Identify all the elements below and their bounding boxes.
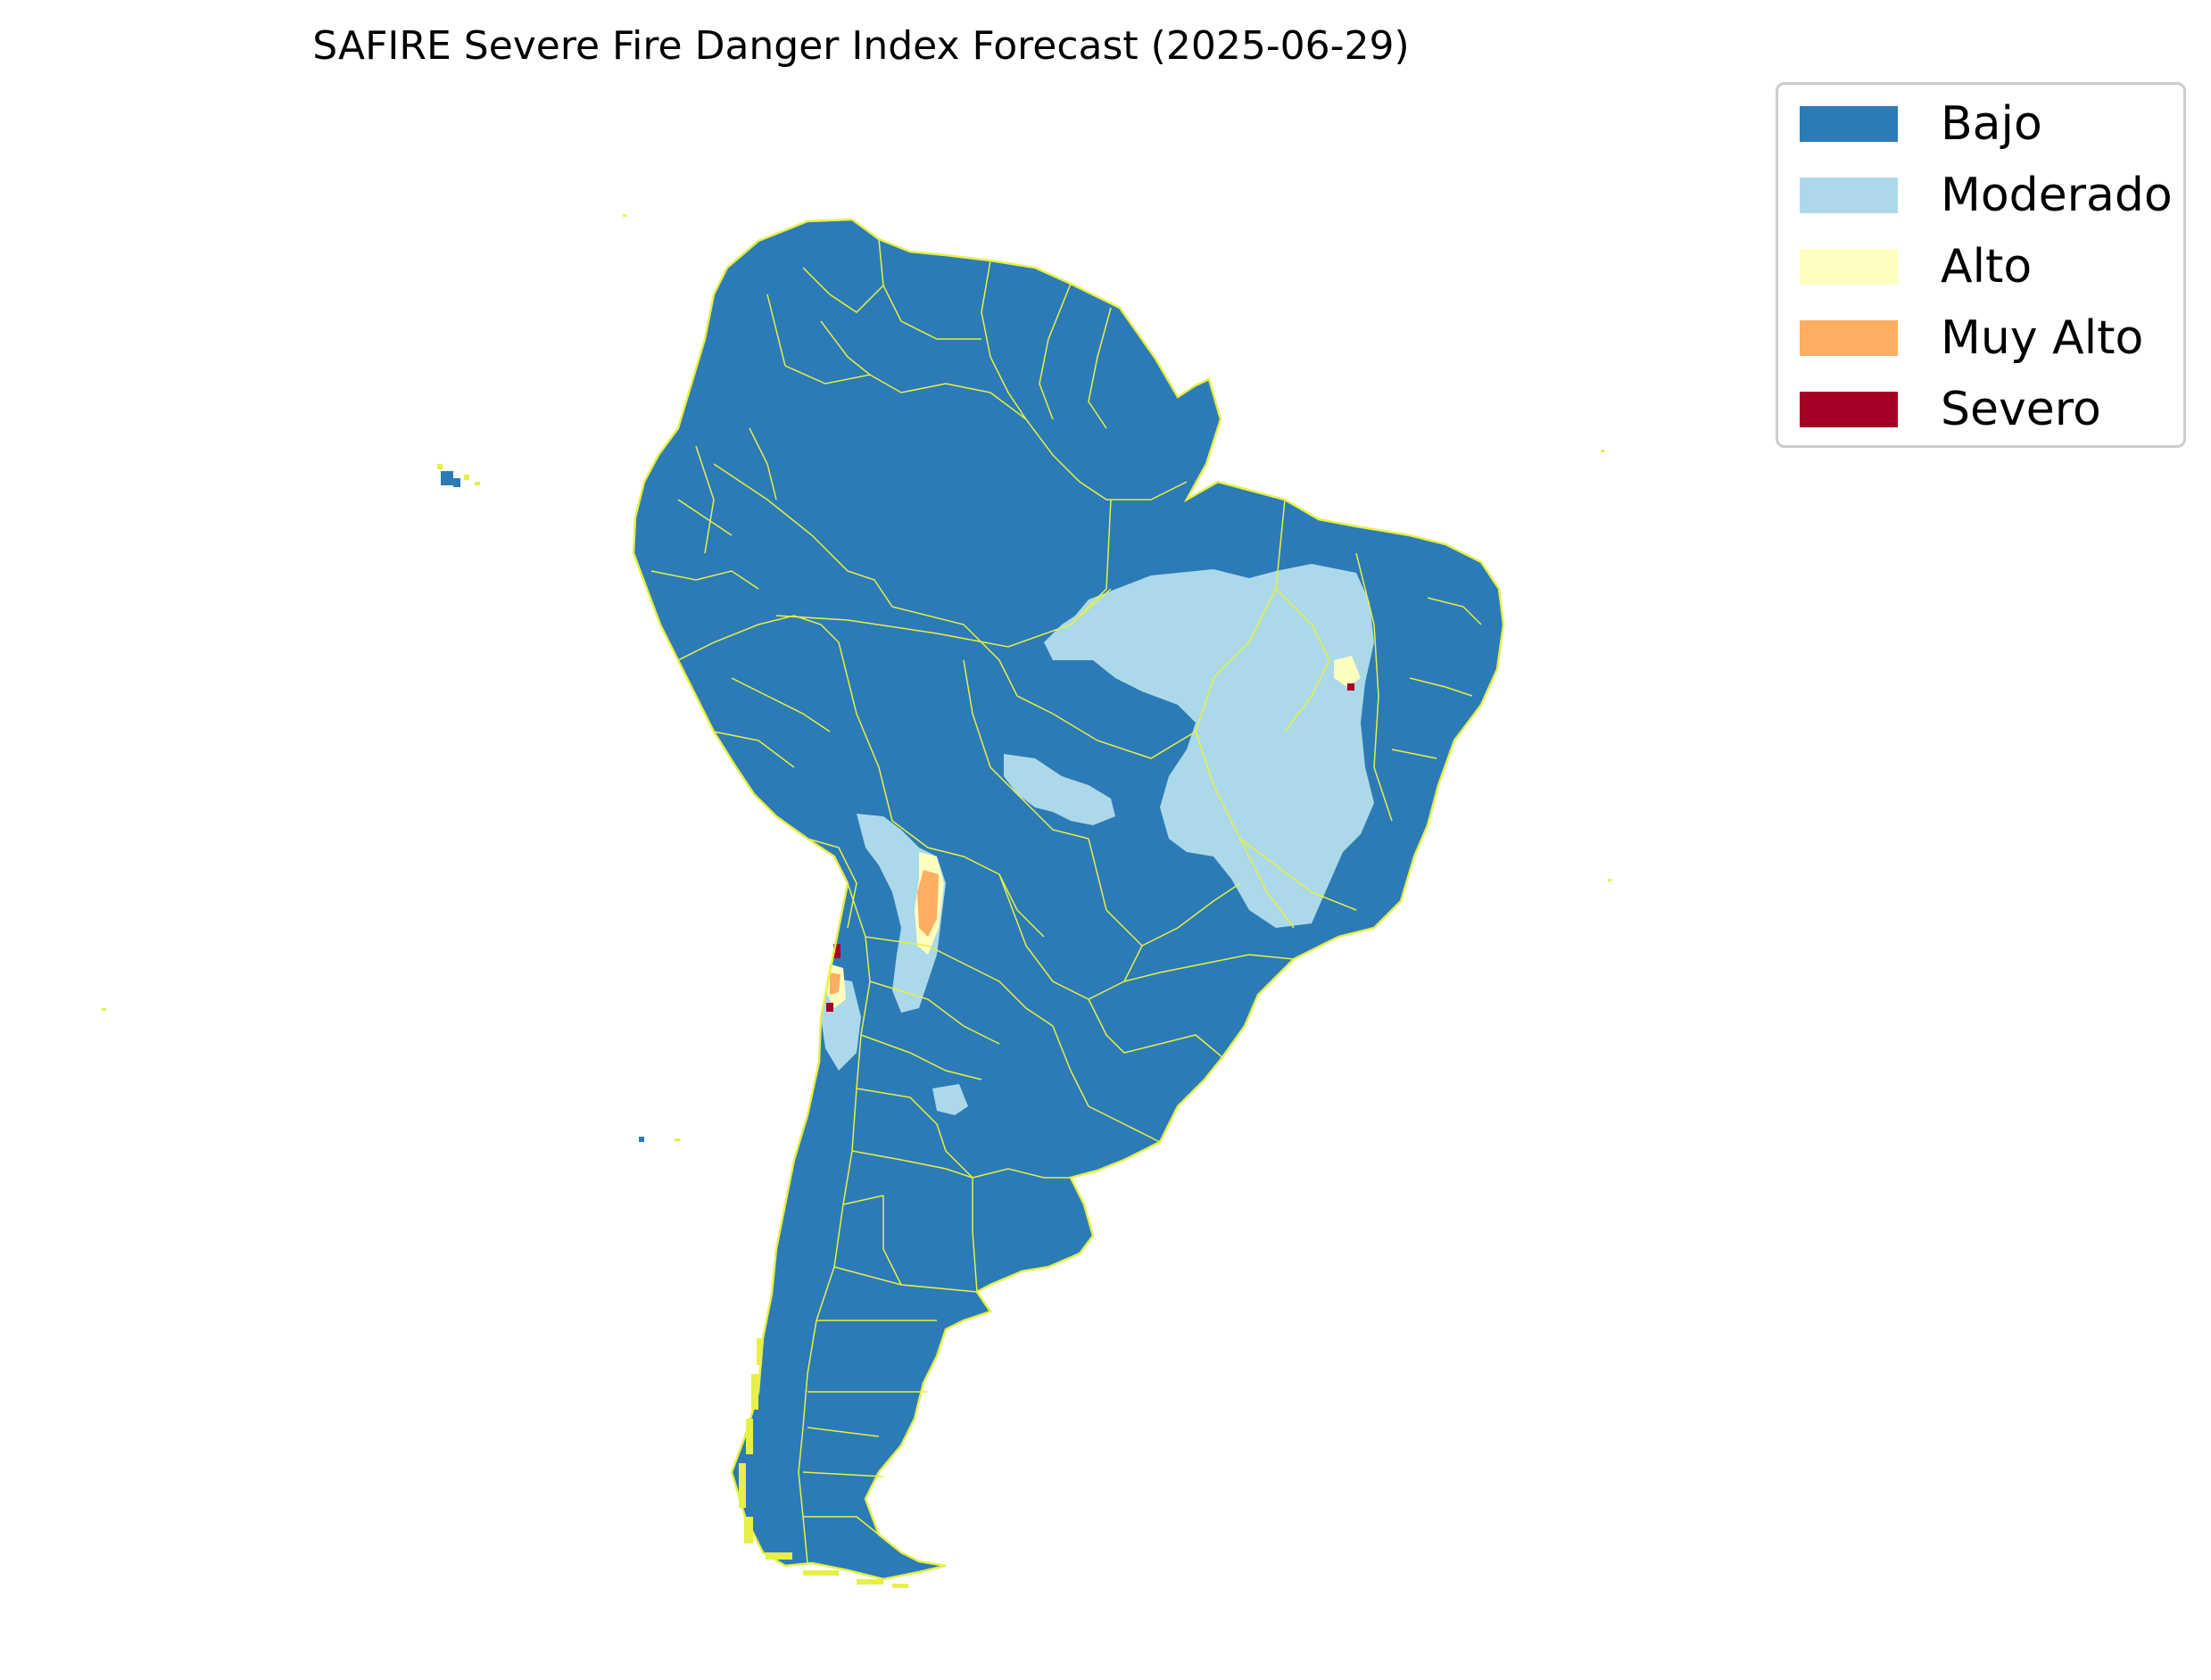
legend-label-severo: Severo — [1941, 383, 2101, 436]
legend-label-moderado: Moderado — [1941, 169, 2173, 222]
moderado-region-argentina — [932, 1084, 968, 1115]
offshore-island-small-1 — [675, 1138, 680, 1141]
legend-item-muy-alto: Muy Alto — [1800, 311, 2174, 365]
legend-swatch-moderado — [1800, 178, 1898, 213]
administrative-borders — [632, 218, 1505, 1581]
map-title: SAFIRE Severe Fire Danger Index Forecast… — [312, 23, 1410, 69]
offshore-island-small-5 — [623, 214, 626, 217]
legend-item-severo: Severo — [1800, 383, 2174, 436]
muy-alto-region-andes — [917, 870, 939, 937]
offshore-island-juan-fernandez — [639, 1137, 644, 1142]
legend-item-alto: Alto — [1800, 240, 2174, 294]
legend-item-moderado: Moderado — [1800, 169, 2174, 222]
galapagos-islands — [437, 464, 480, 487]
legend-label-bajo: Bajo — [1941, 97, 2042, 151]
offshore-island-small-3 — [1601, 450, 1604, 452]
legend-swatch-alto — [1800, 249, 1898, 285]
legend-label-alto: Alto — [1941, 240, 2033, 294]
offshore-island-small-2 — [102, 1008, 106, 1011]
severo-spot-brazil — [1347, 683, 1354, 691]
continent-landmass — [633, 219, 1503, 1579]
legend: Bajo Moderado Alto Muy Alto Severo — [1776, 82, 2186, 448]
offshore-island-small-4 — [1608, 879, 1611, 881]
severo-spot-chile-1 — [833, 944, 841, 958]
muy-alto-region-chile — [830, 972, 841, 995]
alto-region-brazil-east — [1334, 656, 1361, 687]
moderado-region-central-brazil — [1044, 564, 1374, 928]
severo-spot-chile-2 — [826, 1003, 833, 1012]
southern-chile-islands — [739, 1338, 908, 1588]
moderado-region-bolivia-lowlands — [1004, 754, 1115, 825]
legend-swatch-muy-alto — [1800, 320, 1898, 356]
legend-item-bajo: Bajo — [1800, 97, 2174, 151]
legend-label-muy-alto: Muy Alto — [1941, 311, 2144, 365]
legend-swatch-bajo — [1800, 106, 1898, 142]
legend-swatch-severo — [1800, 392, 1898, 427]
